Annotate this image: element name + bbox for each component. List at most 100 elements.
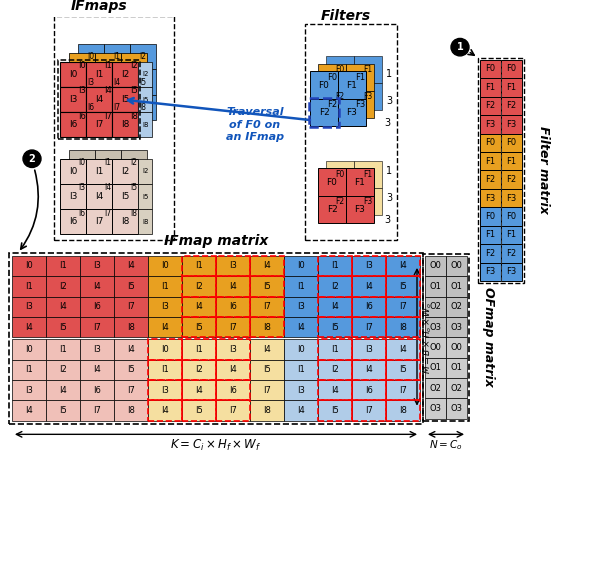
Bar xyxy=(501,115,522,134)
Text: F1: F1 xyxy=(355,73,365,82)
Text: I3: I3 xyxy=(93,262,101,271)
Text: O0: O0 xyxy=(451,262,463,271)
Text: O3: O3 xyxy=(429,323,441,332)
Text: I1: I1 xyxy=(161,365,169,374)
Text: I8: I8 xyxy=(121,120,129,129)
Text: I8: I8 xyxy=(130,112,138,120)
Bar xyxy=(318,317,352,338)
Bar xyxy=(182,256,216,276)
Bar xyxy=(318,400,352,420)
Bar xyxy=(12,297,46,317)
Text: I7: I7 xyxy=(365,406,373,415)
Bar xyxy=(148,380,182,400)
Bar xyxy=(352,256,386,276)
Bar xyxy=(423,254,469,420)
Text: I5: I5 xyxy=(195,406,203,415)
Bar xyxy=(446,338,467,358)
Bar xyxy=(284,317,318,338)
Bar xyxy=(250,276,284,297)
Text: I0: I0 xyxy=(69,167,77,176)
Text: I2: I2 xyxy=(121,167,129,176)
Bar xyxy=(501,152,522,170)
Text: I1: I1 xyxy=(297,365,305,374)
Text: F2: F2 xyxy=(336,197,345,206)
Text: F3: F3 xyxy=(506,194,517,203)
Text: I1: I1 xyxy=(59,345,67,354)
Bar xyxy=(501,244,522,263)
Text: O1: O1 xyxy=(430,282,441,291)
Text: I5: I5 xyxy=(59,323,67,332)
Text: I4: I4 xyxy=(93,282,101,291)
Text: I3: I3 xyxy=(229,262,237,271)
Bar xyxy=(216,297,250,317)
Bar xyxy=(112,159,138,184)
Bar xyxy=(326,188,354,215)
Text: I0: I0 xyxy=(88,52,95,62)
Text: 1: 1 xyxy=(457,42,463,52)
Text: I8: I8 xyxy=(139,103,147,112)
Bar xyxy=(318,168,346,196)
Bar xyxy=(86,112,112,138)
Bar xyxy=(148,380,182,400)
Bar xyxy=(86,62,112,87)
Bar xyxy=(216,297,250,317)
Bar xyxy=(104,70,130,94)
Text: I8: I8 xyxy=(399,406,407,415)
Text: I4: I4 xyxy=(365,365,373,374)
Bar xyxy=(216,359,250,380)
Text: I8: I8 xyxy=(263,406,271,415)
Bar xyxy=(480,189,501,207)
Bar xyxy=(46,297,80,317)
Bar xyxy=(446,256,467,276)
Bar xyxy=(130,70,156,94)
Bar xyxy=(216,256,250,276)
Bar xyxy=(46,317,80,338)
Text: O2: O2 xyxy=(451,384,463,393)
Bar xyxy=(326,83,354,110)
Bar xyxy=(86,184,112,209)
Bar xyxy=(54,16,174,240)
Text: I2: I2 xyxy=(142,168,148,175)
Text: F2: F2 xyxy=(326,204,337,214)
Text: I1: I1 xyxy=(195,262,203,271)
Bar xyxy=(318,317,352,338)
Bar xyxy=(425,378,446,399)
Bar xyxy=(216,276,250,297)
Bar xyxy=(216,317,250,338)
Text: I4: I4 xyxy=(263,262,271,271)
Bar xyxy=(182,317,216,338)
Text: I1: I1 xyxy=(331,345,339,354)
Bar xyxy=(80,359,114,380)
Bar xyxy=(80,256,114,276)
Bar xyxy=(138,87,152,112)
Bar xyxy=(86,159,112,184)
Text: I4: I4 xyxy=(95,192,103,201)
Bar xyxy=(121,78,147,104)
Bar xyxy=(138,209,152,234)
Bar xyxy=(138,62,152,87)
Circle shape xyxy=(451,39,469,56)
Bar xyxy=(114,380,148,400)
Bar xyxy=(250,339,284,359)
Text: F0: F0 xyxy=(485,65,496,74)
Bar xyxy=(46,359,80,380)
Bar xyxy=(354,83,382,110)
Text: $M=B\times H_o\times W_o$: $M=B\times H_o\times W_o$ xyxy=(421,301,434,373)
Text: O1: O1 xyxy=(451,282,463,291)
Bar xyxy=(305,24,397,240)
Text: I2: I2 xyxy=(59,365,67,374)
Text: I6: I6 xyxy=(69,217,77,226)
Text: I7: I7 xyxy=(105,209,111,218)
Bar xyxy=(148,359,182,380)
Bar xyxy=(95,104,121,128)
Bar xyxy=(69,150,95,175)
Bar xyxy=(480,170,501,189)
Text: F1: F1 xyxy=(485,157,496,166)
Bar xyxy=(346,91,374,118)
Text: I6: I6 xyxy=(78,112,86,120)
Text: I1: I1 xyxy=(114,52,120,62)
Bar xyxy=(318,256,352,276)
Text: I1: I1 xyxy=(95,70,103,79)
Text: I2: I2 xyxy=(131,158,137,167)
Bar xyxy=(12,256,46,276)
